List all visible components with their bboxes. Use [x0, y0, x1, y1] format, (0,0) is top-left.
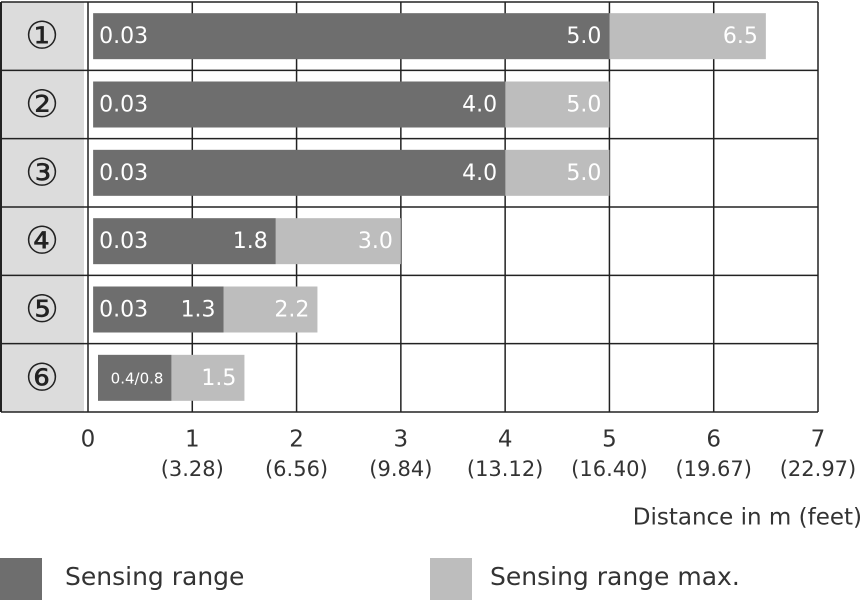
end-label: 4.0	[462, 93, 497, 118]
category-label: ③	[25, 150, 59, 194]
start-label: 0.03	[99, 24, 148, 49]
end-label: 1.3	[181, 298, 216, 323]
legend-swatch	[0, 558, 42, 600]
start-label: 0.03	[99, 93, 148, 118]
range-bar	[93, 286, 224, 333]
max-label: 3.0	[358, 229, 393, 254]
category-label: ①	[25, 14, 59, 58]
x-tick-sublabel: (16.40)	[571, 457, 648, 481]
x-tick-sublabel: (3.28)	[161, 457, 224, 481]
x-tick-label: 7	[811, 427, 826, 453]
x-axis-title: Distance in m (feet)	[633, 505, 862, 531]
x-tick-label: 4	[498, 427, 513, 453]
category-label: ⑥	[25, 355, 59, 399]
end-label: 5.0	[566, 24, 601, 49]
max-label: 5.0	[566, 161, 601, 186]
x-tick-label: 0	[81, 427, 96, 453]
legend-label: Sensing range	[65, 562, 244, 591]
range-bar	[93, 149, 506, 196]
end-label: 1.8	[233, 229, 268, 254]
range-bar	[93, 218, 276, 265]
start-label: 0.03	[99, 229, 148, 254]
max-bar	[223, 286, 318, 333]
max-bar	[505, 81, 610, 128]
x-tick-label: 2	[289, 427, 304, 453]
max-bar	[171, 354, 245, 401]
max-bar	[275, 218, 401, 265]
x-tick-sublabel: (9.84)	[369, 457, 432, 481]
max-label: 5.0	[566, 93, 601, 118]
start-label: 0.03	[99, 298, 148, 323]
end-label: 0.4/0.8	[111, 369, 164, 387]
max-label: 1.5	[201, 366, 236, 391]
max-label: 2.2	[274, 298, 309, 323]
max-label: 6.5	[723, 24, 758, 49]
end-label: 4.0	[462, 161, 497, 186]
legend-swatch	[430, 558, 472, 600]
category-label: ⑤	[25, 287, 59, 331]
x-tick-label: 1	[185, 427, 200, 453]
x-tick-sublabel: (19.67)	[675, 457, 752, 481]
x-tick-sublabel: (22.97)	[780, 457, 857, 481]
max-bar	[505, 149, 610, 196]
legend-label: Sensing range max.	[490, 562, 740, 591]
start-label: 0.03	[99, 161, 148, 186]
max-bar	[609, 13, 766, 60]
x-tick-label: 3	[394, 427, 409, 453]
category-label: ②	[25, 82, 59, 126]
range-bar	[98, 354, 172, 401]
x-tick-label: 6	[706, 427, 721, 453]
x-tick-sublabel: (6.56)	[265, 457, 328, 481]
category-label: ④	[25, 219, 59, 263]
x-tick-sublabel: (13.12)	[467, 457, 544, 481]
range-bar	[93, 13, 610, 60]
x-tick-label: 5	[602, 427, 617, 453]
range-bar	[93, 81, 506, 128]
